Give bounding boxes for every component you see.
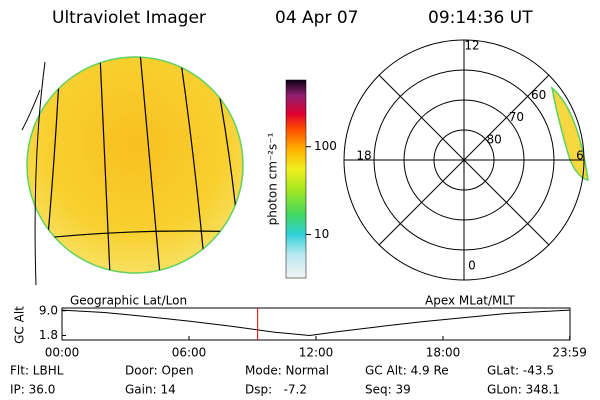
status-field: Seq: 39 (365, 383, 411, 397)
latitude-label: 80 (487, 132, 502, 146)
mlt-label: 18 (356, 149, 371, 163)
colorbar-tick-label: 10 (314, 227, 329, 241)
y-axis-label: GC Alt (13, 306, 27, 344)
mlt-label: 0 (468, 259, 476, 273)
status-field: Door: Open (125, 364, 194, 378)
time: 09:14:36 UT (428, 8, 533, 28)
x-tick-label: 23:59 (552, 346, 587, 360)
earth-image (21, 56, 244, 286)
colorbar-scale (285, 79, 307, 279)
colorbar-tick-label: 100 (314, 139, 337, 153)
status-field: IP: 36.0 (10, 383, 55, 397)
status-field: Dsp: -7.2 (245, 383, 307, 397)
status-field: Flt: LBHL (10, 364, 64, 378)
status-field: Gain: 14 (125, 383, 176, 397)
altitude-line (61, 309, 570, 337)
polar-plot: 80 70 60 12 18 0 6 (343, 39, 589, 281)
colorbar: photon cm⁻²s⁻¹ (266, 79, 307, 279)
orbit-frame (61, 307, 571, 341)
x-tick-label: 00:00 (45, 346, 80, 360)
status-field: GLat: -43.5 (487, 364, 554, 378)
y-tick-label: 9.0 (39, 303, 58, 317)
right-label: Apex MLat/MLT (425, 294, 515, 308)
latitude-label: 70 (509, 110, 524, 124)
x-tick-label: 18:00 (426, 346, 461, 360)
x-tick-label: 12:00 (299, 346, 334, 360)
mlt-label: 12 (464, 39, 479, 53)
title: Ultraviolet Imager (52, 8, 206, 28)
status-field: GC Alt: 4.9 Re (365, 364, 449, 378)
latitude-label: 60 (531, 88, 546, 102)
mlt-label: 6 (576, 149, 584, 163)
status-field: Mode: Normal (245, 364, 329, 378)
date: 04 Apr 07 (275, 8, 358, 28)
x-tick-label: 06:00 (172, 346, 207, 360)
left-label: Geographic Lat/Lon (70, 294, 187, 308)
colorbar-label: photon cm⁻²s⁻¹ (266, 132, 280, 225)
status-field: GLon: 348.1 (487, 383, 560, 397)
aurora-oval (550, 86, 589, 181)
y-tick-label: 1.8 (39, 328, 58, 342)
